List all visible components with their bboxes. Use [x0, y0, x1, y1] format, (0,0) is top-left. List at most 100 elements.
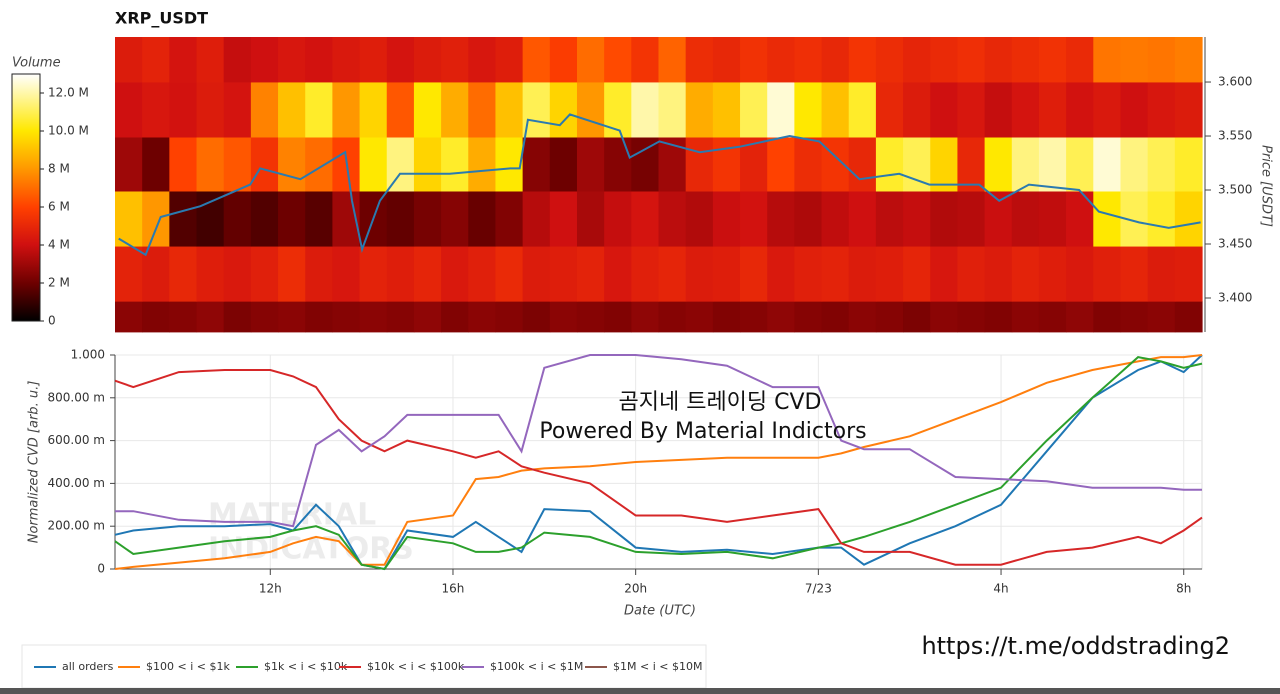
heat-cell — [576, 37, 605, 83]
heat-cell — [1120, 37, 1149, 83]
heat-cell — [332, 301, 361, 333]
heat-cell — [767, 82, 795, 138]
price-tick-label: 3.500 — [1218, 183, 1252, 197]
heat-cell — [413, 137, 442, 192]
heat-cell — [984, 82, 1013, 138]
heat-cell — [848, 37, 877, 83]
heat-cell — [305, 301, 333, 333]
heat-cell — [903, 191, 931, 247]
heat-cell — [930, 37, 959, 83]
heat-cell — [984, 37, 1013, 83]
heat-cell — [250, 246, 279, 302]
heat-cell — [413, 191, 442, 247]
heat-cell — [631, 137, 660, 192]
y-tick-label: 200.00 m — [48, 519, 106, 533]
heat-cell — [278, 191, 306, 247]
watermark: MATERIAL — [208, 498, 376, 533]
heat-cell — [821, 37, 850, 83]
cvd-line — [114, 354, 1203, 571]
heat-cell — [1120, 137, 1149, 192]
colorbar-tick-label: 6 M — [48, 200, 70, 214]
heat-cell — [169, 301, 198, 333]
cvd-line — [114, 356, 1203, 571]
heat-cell — [1147, 37, 1176, 83]
heat-cell — [549, 246, 578, 302]
annotation: 곰지네 트레이딩 CVD — [618, 390, 821, 415]
heat-cell — [386, 137, 415, 192]
heat-cell — [957, 246, 986, 302]
heat-cell — [468, 137, 497, 192]
heat-cell — [875, 246, 904, 302]
heat-cell — [1066, 37, 1094, 83]
heat-cell — [685, 37, 714, 83]
heat-cell — [848, 301, 877, 333]
colorbar-tick-label: 10.0 M — [48, 124, 89, 138]
heat-cell — [305, 137, 333, 192]
heat-cell — [1011, 137, 1040, 192]
heat-cell — [576, 246, 605, 302]
price-tick-label: 3.450 — [1218, 236, 1252, 250]
heat-cell — [631, 82, 660, 138]
heat-cell — [522, 191, 551, 247]
heat-cell — [1120, 82, 1149, 138]
heat-cell — [441, 246, 469, 302]
heat-cell — [794, 301, 823, 333]
heat-cell — [631, 301, 660, 333]
heat-cell — [468, 246, 497, 302]
legend-label: $100 < i < $1k — [146, 660, 230, 673]
heat-cell — [658, 137, 687, 192]
heat-cell — [359, 137, 388, 192]
heat-cell — [903, 37, 931, 83]
cvd-line — [115, 354, 1202, 528]
legend-label: all orders — [62, 660, 114, 673]
heat-cell — [223, 37, 252, 83]
heat-cell — [468, 301, 497, 333]
heat-cell — [604, 137, 632, 192]
heat-cell — [1174, 191, 1203, 247]
heat-cell — [250, 191, 279, 247]
heat-cell — [278, 37, 306, 83]
heat-cell — [984, 246, 1013, 302]
heat-cell — [821, 137, 850, 192]
heat-cell — [142, 82, 170, 138]
heat-cell — [413, 82, 442, 138]
heat-cell — [984, 137, 1013, 192]
heat-cell — [930, 137, 959, 192]
heat-cell — [957, 82, 986, 138]
heat-cell — [712, 191, 741, 247]
heat-cell — [142, 37, 170, 83]
heat-cell — [413, 301, 442, 333]
heat-cell — [169, 137, 198, 192]
heat-cell — [305, 37, 333, 83]
heat-cell — [278, 246, 306, 302]
bottom-bar — [0, 688, 1280, 694]
heat-cell — [115, 82, 143, 138]
heat-cell — [957, 301, 986, 333]
heat-cell — [794, 137, 823, 192]
heat-cell — [441, 82, 469, 138]
heat-cell — [903, 82, 931, 138]
heat-cell — [685, 191, 714, 247]
heat-cell — [1093, 37, 1122, 83]
y-tick-label: 800.00 m — [48, 390, 106, 404]
heat-cell — [305, 246, 333, 302]
heat-cell — [631, 246, 660, 302]
heat-cell — [1147, 246, 1176, 302]
y-tick-label: 600.00 m — [48, 433, 106, 447]
heat-cell — [1038, 191, 1067, 247]
heat-cell — [549, 301, 578, 333]
heat-cell — [1120, 301, 1149, 333]
heat-cell — [576, 191, 605, 247]
heat-cell — [468, 191, 497, 247]
heat-cell — [223, 301, 252, 333]
heat-cell — [930, 191, 959, 247]
heat-cell — [821, 191, 850, 247]
heat-cell — [332, 82, 361, 138]
heat-cell — [848, 191, 877, 247]
heat-cell — [522, 37, 551, 83]
heat-cell — [848, 137, 877, 192]
heat-cell — [1147, 191, 1176, 247]
legend-label: $10k < i < $100k — [367, 660, 465, 673]
heat-cell — [495, 301, 524, 333]
url-text: https://t.me/oddstrading2 — [921, 632, 1230, 660]
